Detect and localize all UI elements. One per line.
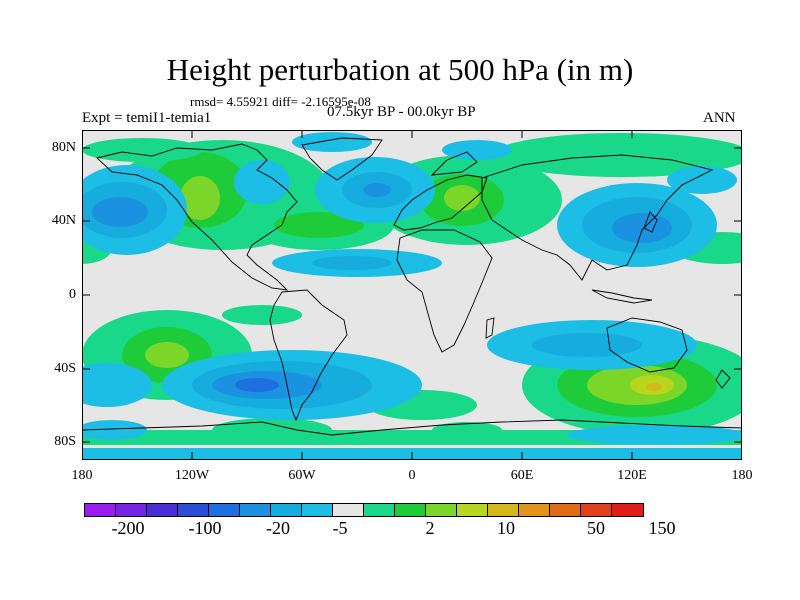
- x-tick-60w: 60W: [288, 468, 316, 483]
- period-label: 07.5kyr BP - 00.0kyr BP: [327, 104, 476, 120]
- contour-map: [82, 130, 742, 460]
- colorbar-swatch: [147, 504, 178, 516]
- colorbar-swatch: [395, 504, 426, 516]
- colorbar-swatch: [488, 504, 519, 516]
- colorbar-swatch: [85, 504, 116, 516]
- colorbar-swatch: [612, 504, 643, 516]
- colorbar-swatch: [426, 504, 457, 516]
- x-tick-180w: 180: [71, 468, 93, 483]
- tick-marks: [82, 130, 742, 460]
- y-tick-40n: 40N: [51, 213, 76, 228]
- map-panel: [82, 130, 742, 460]
- colorbar-label: -200: [111, 518, 145, 538]
- rmsd-stats: rmsd= 4.55921 diff= -2.16595e-08: [190, 94, 371, 109]
- colorbar-label: 10: [497, 518, 515, 538]
- y-tick-40s: 40S: [54, 361, 76, 376]
- colorbar-swatch: [271, 504, 302, 516]
- colorbar-swatch: [240, 504, 271, 516]
- x-tick-0: 0: [408, 468, 416, 483]
- colorbar-swatch: [364, 504, 395, 516]
- colorbar-label: -20: [266, 518, 290, 538]
- x-tick-120e: 120E: [617, 468, 647, 483]
- x-tick-120w: 120W: [174, 468, 210, 483]
- colorbar-label: 50: [587, 518, 605, 538]
- colorbar-label: 150: [648, 518, 676, 538]
- experiment-label: Expt = temiI1-temia1: [82, 110, 212, 126]
- colorbar-swatch: [519, 504, 550, 516]
- colorbar-swatch: [178, 504, 209, 516]
- colorbar-swatch: [581, 504, 612, 516]
- x-tick-60e: 60E: [510, 468, 534, 483]
- x-tick-180e: 180: [731, 468, 753, 483]
- y-tick-80s: 80S: [54, 434, 76, 449]
- colorbar-swatch: [302, 504, 333, 516]
- colorbar-swatch: [457, 504, 488, 516]
- season-label: ANN: [703, 110, 736, 126]
- negative-anomalies: [82, 132, 742, 460]
- colorbar: [84, 503, 644, 517]
- colorbar-label: 2: [425, 518, 435, 538]
- y-tick-equator: 0: [69, 287, 76, 302]
- colorbar-swatch: [550, 504, 581, 516]
- colorbar-swatch: [116, 504, 147, 516]
- colorbar-label: -100: [188, 518, 222, 538]
- coastlines: [82, 137, 742, 436]
- colorbar-swatch: [209, 504, 240, 516]
- plot-title: Height perturbation at 500 hPa (in m): [166, 52, 634, 87]
- y-tick-80n: 80N: [51, 140, 76, 155]
- colorbar-swatch: [333, 504, 364, 516]
- colorbar-label: -5: [332, 518, 348, 538]
